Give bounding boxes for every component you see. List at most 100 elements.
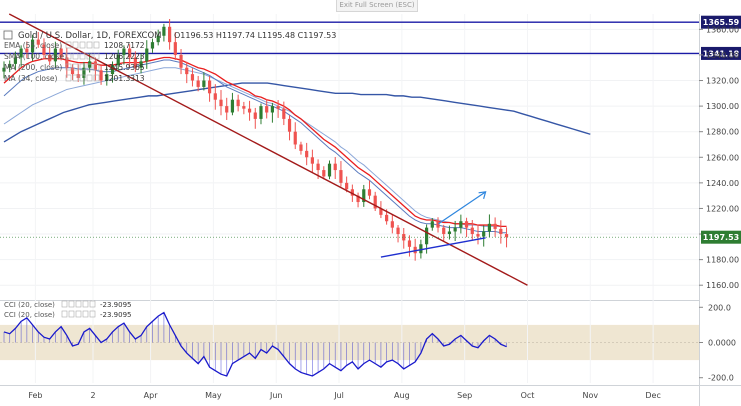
horizontal-levels[interactable]: 1365.59 1341.18 [0, 15, 741, 60]
candle-body [504, 234, 509, 238]
candle-body [276, 106, 280, 109]
y-tick-label: 1260.00 [706, 153, 739, 162]
candles [2, 19, 509, 261]
candle-body [133, 57, 137, 68]
candle-body [19, 48, 23, 58]
candle-body [293, 131, 297, 145]
legend-control-icon [72, 63, 79, 71]
candle-body [116, 54, 120, 66]
candle-body [2, 67, 6, 72]
candle-body [139, 61, 143, 68]
candle-body [459, 221, 463, 228]
y-tick-label: 1300.00 [706, 102, 739, 111]
candle-body [42, 44, 46, 55]
candle-body [219, 99, 223, 107]
candle-body [122, 48, 126, 55]
legend-control-icon [93, 41, 100, 49]
candle-body [413, 246, 417, 254]
candle-body [168, 26, 172, 43]
layout-icon[interactable] [3, 30, 13, 40]
moving-averages [3, 56, 591, 234]
ma200-line [3, 82, 591, 143]
ma34-line [3, 59, 507, 234]
candle-body [48, 54, 52, 62]
candle-body [350, 189, 354, 196]
candle-body [305, 150, 309, 158]
candle-body [110, 65, 115, 75]
oscillator-legend: CCI (20, close) -23.9095 CCI (20, close) -2… [4, 300, 131, 319]
legend-control-icon [65, 41, 72, 49]
candle-body [65, 57, 69, 68]
candle-body [327, 163, 332, 177]
level-label: 1341.18 [703, 49, 740, 58]
candle-body [470, 227, 474, 235]
candle-body [299, 144, 303, 151]
y-tick-label: 1320.00 [706, 77, 739, 86]
exit-fullscreen-button[interactable]: Exit Full Screen (ESC) [336, 0, 418, 12]
candle-body [482, 231, 486, 237]
osc-legend-value: -23.9095 [100, 301, 131, 309]
y-tick-label: 1340.00 [706, 51, 739, 60]
legend-control-icon [79, 63, 86, 71]
level-tag [701, 15, 741, 29]
candle-body [179, 54, 183, 68]
candle-body [253, 112, 257, 119]
candle-body [345, 182, 349, 190]
candle-body [499, 228, 503, 235]
legend-control-icon [93, 74, 100, 82]
level-label: 1365.59 [703, 18, 740, 27]
legend-label: SMA (100, close) [4, 52, 67, 61]
breakout-arrow [438, 191, 486, 225]
legend-label: MA (34, close) [4, 74, 58, 83]
cci-tick-label: 200.0 [708, 303, 731, 312]
legend-value: 1206.2223 [104, 52, 145, 61]
legend-control-icon [72, 52, 79, 60]
candle-body [82, 67, 86, 78]
x-tick-label: Aug [394, 391, 410, 400]
candle-body [202, 80, 206, 87]
cci-tick-label: 0.0000 [708, 339, 736, 348]
cci-tick-label: -200.0 [708, 374, 734, 383]
x-tick-label: Apr [144, 391, 159, 400]
candle-body [99, 70, 103, 81]
candle-body [265, 106, 269, 113]
candle-body [236, 99, 240, 107]
legend-control-icon [93, 52, 100, 60]
candle-body [25, 48, 29, 53]
candle-body [13, 57, 18, 64]
legend-value: 1245.9365 [104, 63, 145, 72]
ema55-line [3, 56, 507, 228]
candle-body [230, 99, 235, 113]
time-axis[interactable]: Feb 2 Apr May Jun Jul Aug Sep Oct Nov Dec [28, 391, 661, 400]
candle-body [402, 234, 406, 241]
legend-control-icon [75, 300, 82, 308]
candle-body [190, 74, 195, 81]
legend-control-icon [82, 300, 89, 308]
candle-body [396, 227, 400, 235]
y-tick-label: 1360.00 [706, 25, 739, 34]
legend-control-icon [89, 300, 96, 308]
legend-control-icon [93, 63, 100, 71]
candle-body [436, 221, 440, 228]
osc-legend-value: -23.9095 [100, 311, 131, 319]
legend-control-icon [61, 310, 68, 318]
cci-axis[interactable]: 200.0 0.0000 -200.0 [699, 303, 736, 383]
legend-control-icon [68, 310, 75, 318]
candle-body [339, 170, 343, 183]
candle-body [156, 35, 160, 43]
legend-control-icon [65, 52, 72, 60]
panel-frames [0, 14, 741, 406]
x-tick-label: Oct [521, 391, 535, 400]
chart-header: Gold / U.S. Dollar, 1D, FOREXCOM O1196.5… [3, 30, 336, 41]
candle-body [8, 63, 12, 68]
candle-body [356, 195, 360, 203]
candle-body [310, 157, 314, 164]
legend-control-icon [72, 74, 79, 82]
candle-body [145, 48, 149, 62]
candle-body [105, 74, 109, 81]
legend-control-icon [75, 310, 82, 318]
legend-control-icon [79, 52, 86, 60]
candle-body [385, 214, 389, 222]
candle-body [88, 61, 92, 68]
